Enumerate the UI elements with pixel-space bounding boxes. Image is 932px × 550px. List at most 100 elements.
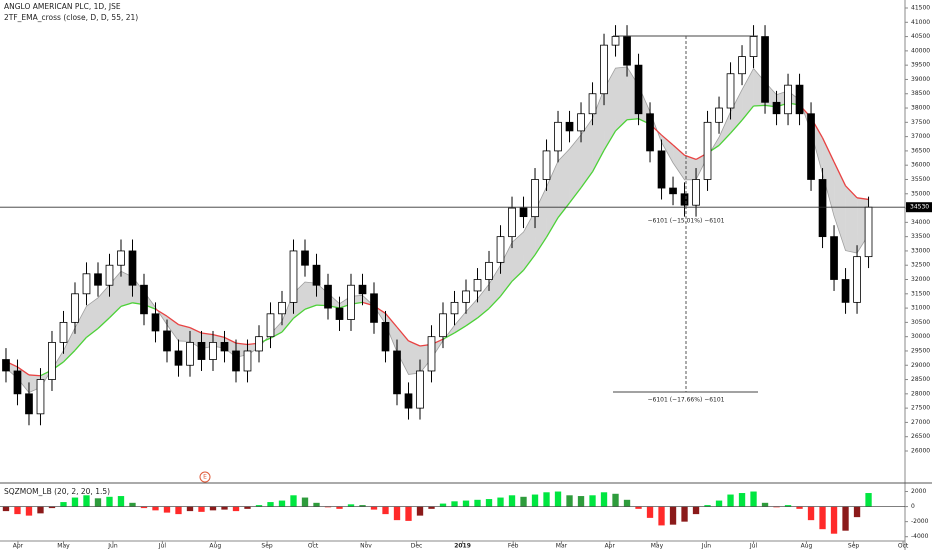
ema-slow-line — [511, 269, 524, 282]
ema-fill — [592, 89, 605, 172]
ema-slow-line — [856, 197, 869, 201]
candle-body — [255, 336, 263, 352]
momentum-bar — [336, 506, 343, 509]
momentum-bar — [853, 506, 861, 518]
y-tick-label: 35000 — [911, 190, 930, 197]
momentum-bar — [543, 492, 550, 507]
x-tick-label: Feb — [508, 543, 519, 550]
ema-fill — [615, 66, 628, 131]
candle-body — [508, 207, 516, 238]
candle-body — [347, 284, 355, 320]
momentum-bar — [520, 496, 527, 507]
candle-body — [634, 64, 643, 115]
x-tick-label: 2019 — [454, 543, 471, 550]
ema-slow-line — [63, 349, 76, 363]
last-price-label: 34530 — [910, 204, 929, 211]
measure-label: −6101 (−17.66%) −6101 — [648, 397, 725, 404]
candle-body — [577, 113, 585, 132]
candle-body — [163, 330, 171, 352]
y-tick-label: 40500 — [911, 33, 930, 40]
candle-body — [312, 264, 321, 286]
candle-body — [496, 236, 505, 263]
ema-slow-line — [304, 304, 317, 310]
indicator-label: 2TF_EMA_cross (close, D, D, 55, 21) — [4, 13, 138, 22]
momentum-bar — [94, 498, 102, 507]
ema-fill — [523, 211, 536, 271]
candle-body — [278, 301, 286, 315]
candle-body — [404, 393, 413, 409]
momentum-bar — [244, 506, 251, 509]
y-tick-label: 27500 — [911, 405, 930, 412]
ema-slow-line — [718, 132, 732, 146]
momentum-bar — [152, 506, 159, 511]
candle-body — [94, 273, 102, 286]
y-tick-label: 40000 — [911, 47, 930, 54]
x-tick-label: Oct — [308, 543, 319, 550]
x-tick-label: Jul — [749, 543, 758, 550]
momentum-bar — [14, 506, 21, 515]
ema-fill — [845, 185, 858, 254]
momentum-bar — [727, 494, 734, 507]
candle-body — [25, 393, 33, 415]
ema-slow-line — [477, 307, 490, 319]
ema-fill — [454, 311, 467, 333]
ema-slow-line — [454, 325, 467, 334]
ema-slow-line — [569, 187, 582, 204]
ema-slow-line — [109, 305, 122, 319]
momentum-bar — [117, 496, 125, 507]
y-tick-label: 32500 — [911, 262, 930, 269]
x-tick-label: Jun — [107, 543, 118, 550]
event-marker[interactable] — [199, 471, 211, 483]
candle-body — [542, 150, 551, 180]
candle-body — [703, 121, 712, 180]
momentum-bar — [48, 506, 56, 509]
ema-fill — [97, 284, 110, 329]
candle-body — [519, 207, 528, 218]
candle-body — [853, 256, 861, 303]
event-label: E — [203, 474, 207, 481]
ema-slow-line — [522, 254, 536, 271]
y-tick-label: 36500 — [911, 147, 930, 154]
y-tick-label: 29500 — [911, 347, 930, 354]
candle-body — [450, 301, 459, 315]
candle-body — [531, 179, 539, 218]
momentum-bar — [232, 506, 240, 512]
ema-slow-line — [684, 154, 697, 161]
momentum-bar — [129, 502, 136, 507]
ema-slow-line — [201, 332, 214, 336]
ema-fill — [546, 161, 559, 238]
y-tick-label: 39000 — [911, 76, 930, 83]
ema-fill — [305, 281, 317, 310]
momentum-bar — [83, 495, 90, 507]
candle-body — [335, 307, 344, 320]
candle-body — [715, 107, 723, 123]
candle-body — [128, 250, 137, 286]
candle-body — [646, 113, 654, 152]
candle-body — [370, 293, 378, 323]
ema-slow-line — [557, 202, 571, 219]
ema-slow-line — [833, 161, 847, 187]
ema-fill — [397, 327, 409, 375]
y-tick-label: 29000 — [911, 362, 930, 369]
ema-slow-line — [212, 334, 225, 339]
momentum-bar — [347, 504, 355, 507]
y-tick-label: -4000 — [911, 533, 929, 540]
candle-body — [105, 264, 114, 286]
candle-body — [36, 379, 45, 415]
last-price-box — [906, 202, 932, 213]
ema-slow-line — [845, 185, 858, 199]
momentum-bar — [681, 506, 688, 522]
candle-body — [485, 261, 493, 280]
candle-body — [680, 193, 689, 206]
candle-body — [657, 150, 666, 189]
ema-slow-line — [189, 327, 202, 334]
candle-body — [864, 206, 873, 258]
ema-fast-line — [5, 66, 869, 394]
candle-body — [232, 350, 240, 372]
momentum-bar — [842, 506, 849, 531]
candle-body — [749, 36, 758, 57]
candle-body — [243, 350, 252, 372]
ema-slow-line — [178, 323, 191, 329]
y-tick-label: 28000 — [911, 390, 930, 397]
candle-body — [186, 341, 194, 366]
